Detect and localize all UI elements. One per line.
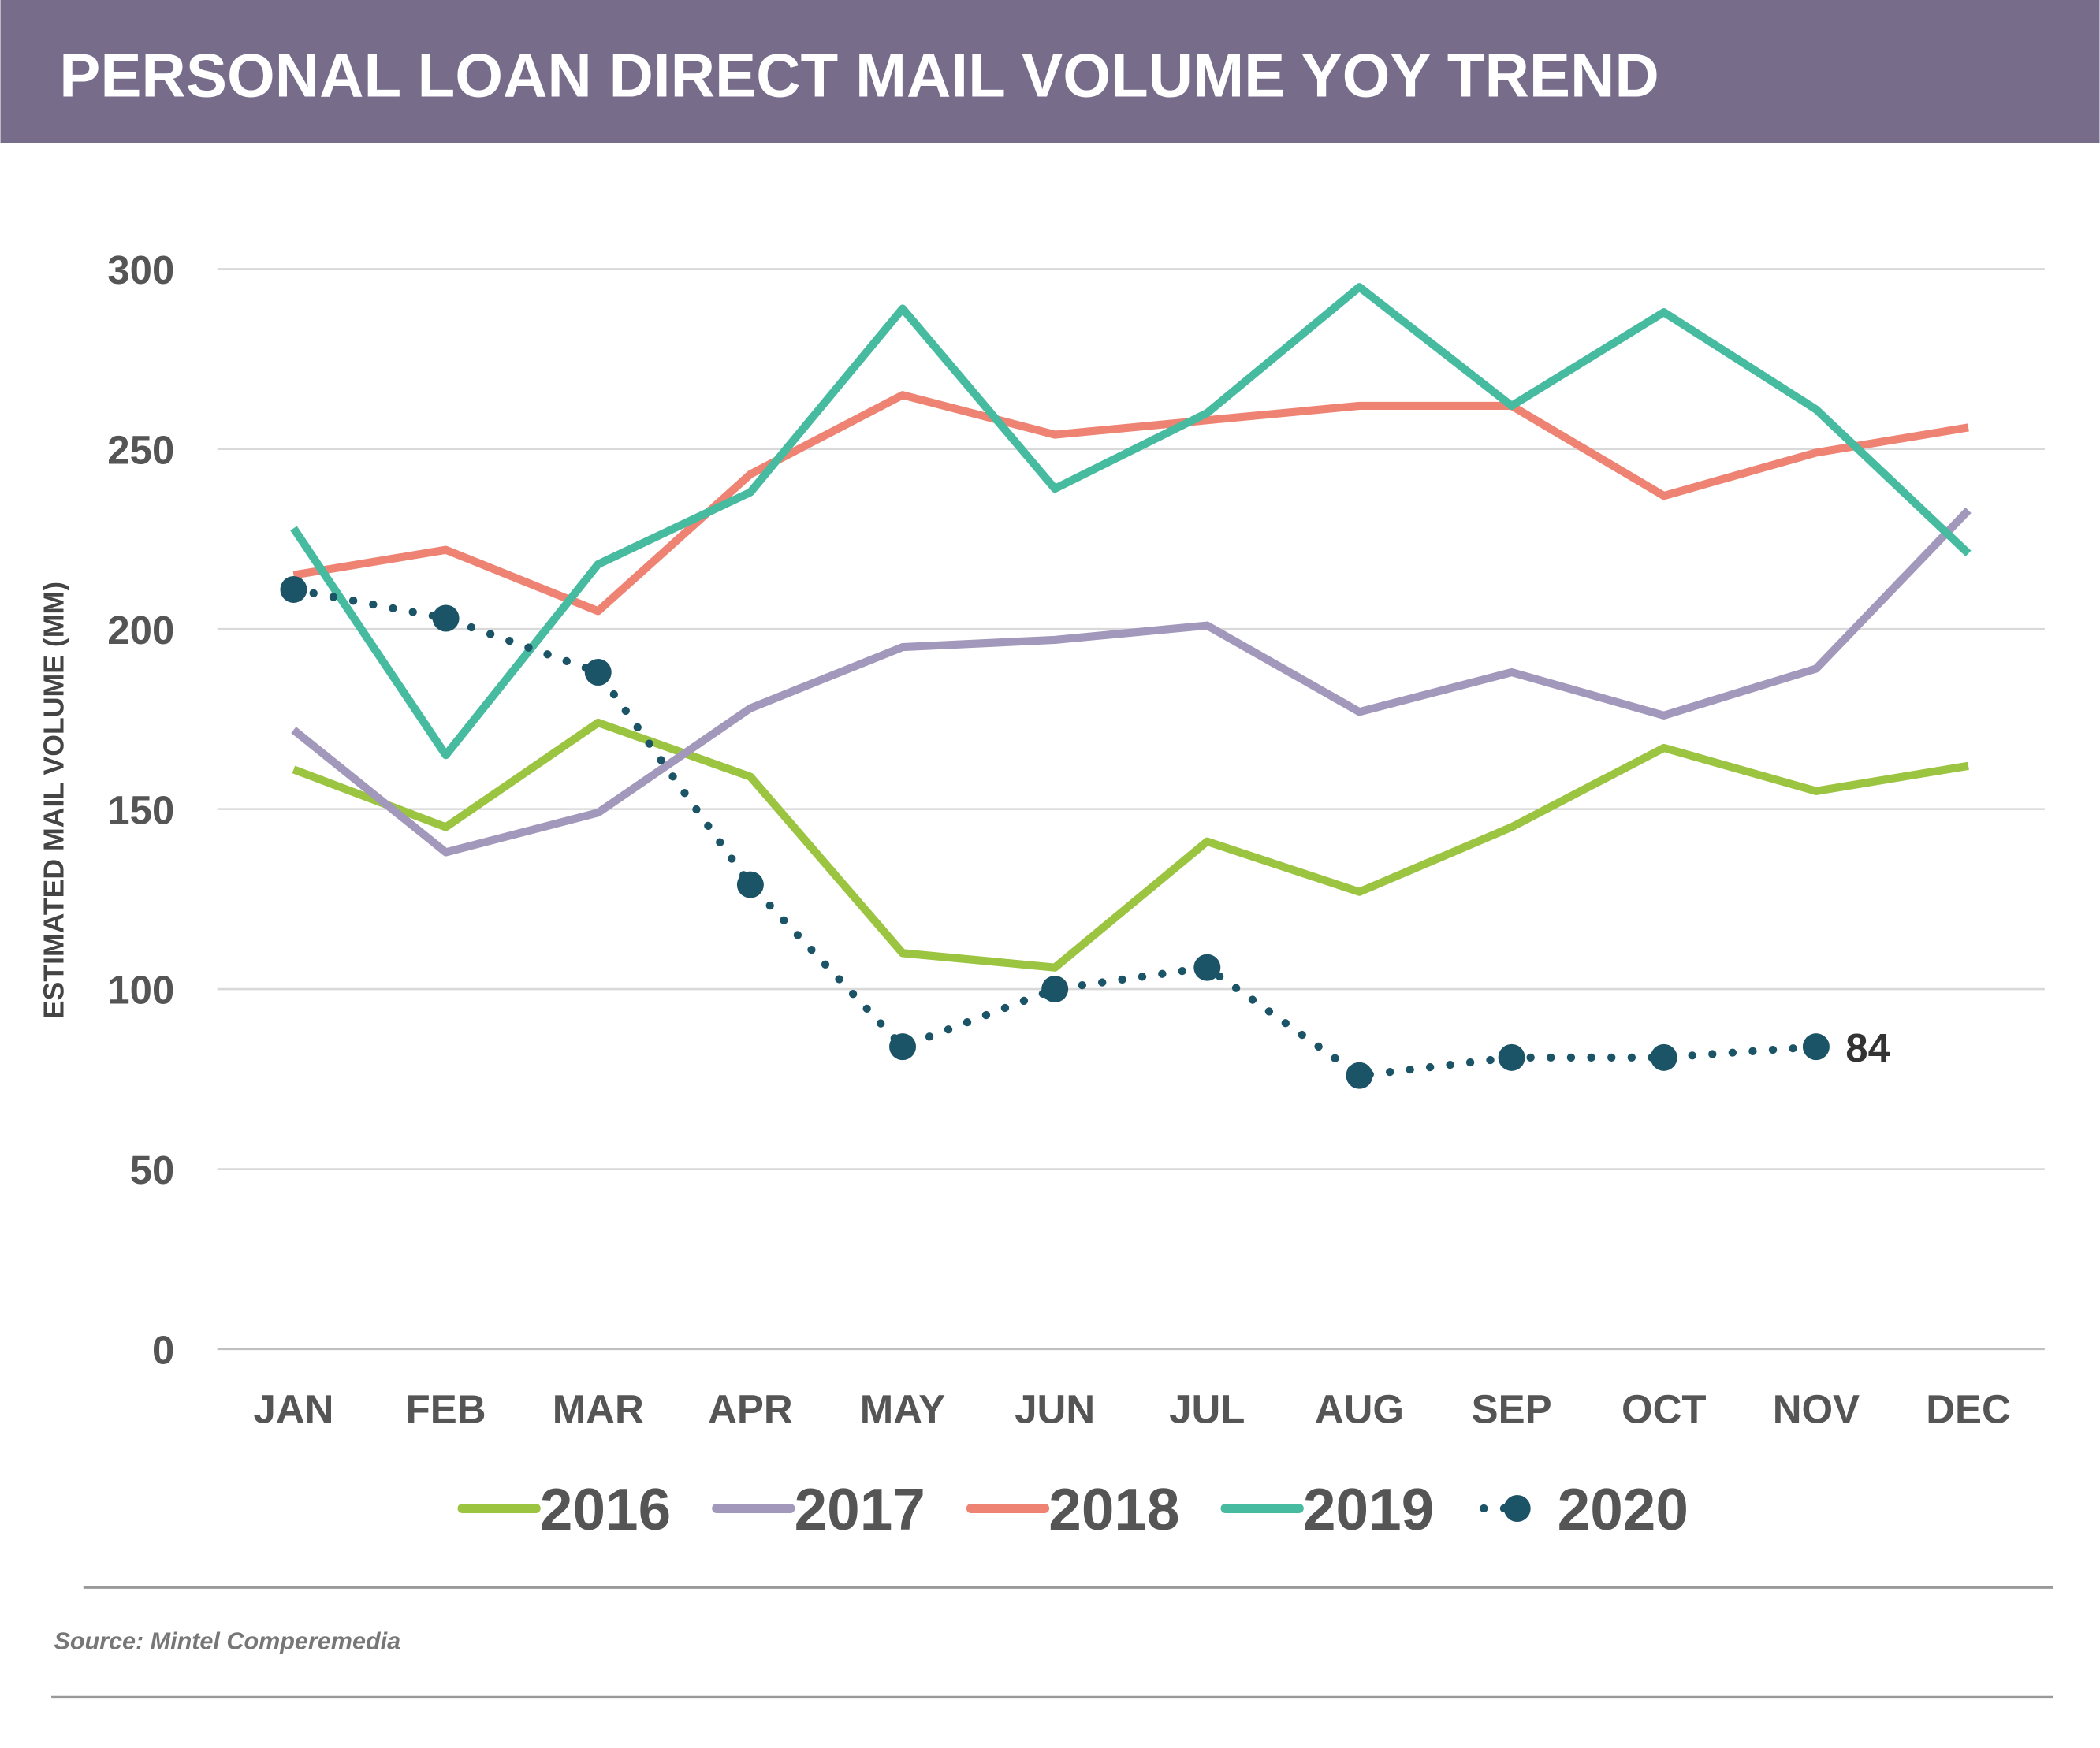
data-point-2020	[889, 1033, 917, 1061]
data-point-2020	[1802, 1033, 1830, 1061]
legend-label-2018: 2018	[1048, 1476, 1179, 1542]
legend-label-2020: 2020	[1558, 1476, 1689, 1542]
series-line-2019	[290, 283, 1972, 760]
x-tick-label: JUN	[1015, 1386, 1095, 1431]
x-tick-label: AUG	[1315, 1386, 1404, 1431]
y-tick-label: 250	[107, 427, 174, 472]
x-tick-label: OCT	[1622, 1386, 1707, 1431]
legend-label-2016: 2016	[540, 1476, 671, 1542]
data-point-2020	[432, 604, 460, 632]
x-tick-label: SEP	[1472, 1386, 1552, 1431]
series-line-2020	[289, 585, 1820, 1080]
header-bar	[0, 0, 2100, 143]
x-tick-label: JUL	[1169, 1386, 1245, 1431]
series-line-2017	[291, 507, 1972, 857]
x-tick-label: FEB	[406, 1386, 486, 1431]
series-line-2016	[292, 718, 1969, 972]
data-point-2020	[1650, 1043, 1677, 1071]
y-tick-label: 50	[130, 1147, 175, 1192]
data-point-2020	[1498, 1043, 1525, 1071]
source-note: Source: Mintel Comperemedia	[54, 1627, 400, 1654]
y-tick-label: 300	[107, 247, 174, 292]
x-tick-label: DEC	[1926, 1386, 2011, 1431]
y-tick-label: 150	[107, 787, 174, 832]
x-tick-label: NOV	[1773, 1386, 1860, 1431]
y-axis-label: ESTIMATED MAIL VOLUME (MM)	[38, 582, 69, 1019]
x-tick-label: MAR	[553, 1386, 644, 1431]
data-point-2020	[1193, 954, 1221, 981]
data-point-2020	[1041, 976, 1069, 1003]
data-point-2020	[280, 575, 307, 603]
chart-title: PERSONAL LOAN DIRECT MAIL VOLUME YOY TRE…	[59, 40, 1659, 110]
legend-label-2017: 2017	[795, 1476, 925, 1542]
legend-label-2019: 2019	[1303, 1476, 1434, 1542]
y-tick-label: 100	[107, 968, 174, 1013]
x-tick-label: JAN	[253, 1386, 333, 1431]
y-tick-label: 0	[152, 1328, 174, 1373]
y-tick-label: 200	[107, 608, 174, 653]
series-line-2018	[292, 391, 1969, 616]
x-tick-label: APR	[708, 1386, 793, 1431]
data-point-2020	[736, 871, 764, 898]
x-tick-label: MAY	[860, 1386, 946, 1431]
legend-marker-2020	[1503, 1495, 1531, 1522]
data-point-2020	[584, 659, 612, 686]
data-point-2020	[1346, 1062, 1373, 1089]
data-label: 84	[1845, 1025, 1890, 1070]
